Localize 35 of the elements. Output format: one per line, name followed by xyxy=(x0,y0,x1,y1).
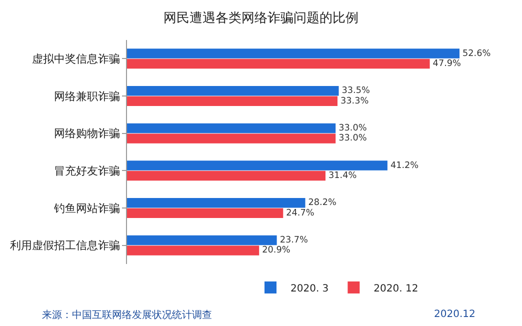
y-tick-label: 利用虚假招工信息诈骗 xyxy=(10,239,120,252)
data-label: 33.0% xyxy=(338,123,367,134)
legend-label: 2020. 3 xyxy=(290,283,329,294)
data-label: 23.7% xyxy=(280,235,308,246)
bar xyxy=(127,58,430,69)
bar xyxy=(127,246,260,256)
bar xyxy=(127,96,338,106)
data-label: 24.7% xyxy=(286,208,314,218)
y-tick-label: 虚拟中奖信息诈骗 xyxy=(32,52,120,66)
data-label: 31.4% xyxy=(328,171,357,182)
chart-title: 网民遭遇各类网络诈骗问题的比例 xyxy=(164,11,358,26)
data-label: 28.2% xyxy=(308,198,336,208)
bar xyxy=(127,208,284,218)
bar xyxy=(127,160,388,170)
data-label: 20.9% xyxy=(262,246,290,256)
bar xyxy=(127,134,336,144)
data-label: 33.5% xyxy=(342,86,370,96)
y-tick-label: 网络购物诈骗 xyxy=(54,127,120,140)
bar xyxy=(127,86,339,96)
bar xyxy=(127,235,277,246)
bar xyxy=(127,123,336,134)
bar xyxy=(127,170,326,181)
bar xyxy=(127,48,460,58)
data-label: 33.3% xyxy=(340,96,369,106)
source-note: 来源：中国互联网络发展状况统计调查 xyxy=(42,309,212,321)
bar xyxy=(127,198,306,208)
y-tick-label: 钓鱼网站诈骗 xyxy=(52,202,120,215)
y-tick-label: 冒充好友诈骗 xyxy=(54,164,120,178)
data-label: 41.2% xyxy=(390,160,419,171)
legend-label: 2020. 12 xyxy=(374,283,418,294)
y-tick-label: 网络兼职诈骗 xyxy=(54,90,120,103)
data-label: 52.6% xyxy=(462,48,491,59)
text: 2020.12 xyxy=(434,309,476,320)
data-label: 33.0% xyxy=(338,134,367,144)
data-label: 47.9% xyxy=(432,59,461,70)
